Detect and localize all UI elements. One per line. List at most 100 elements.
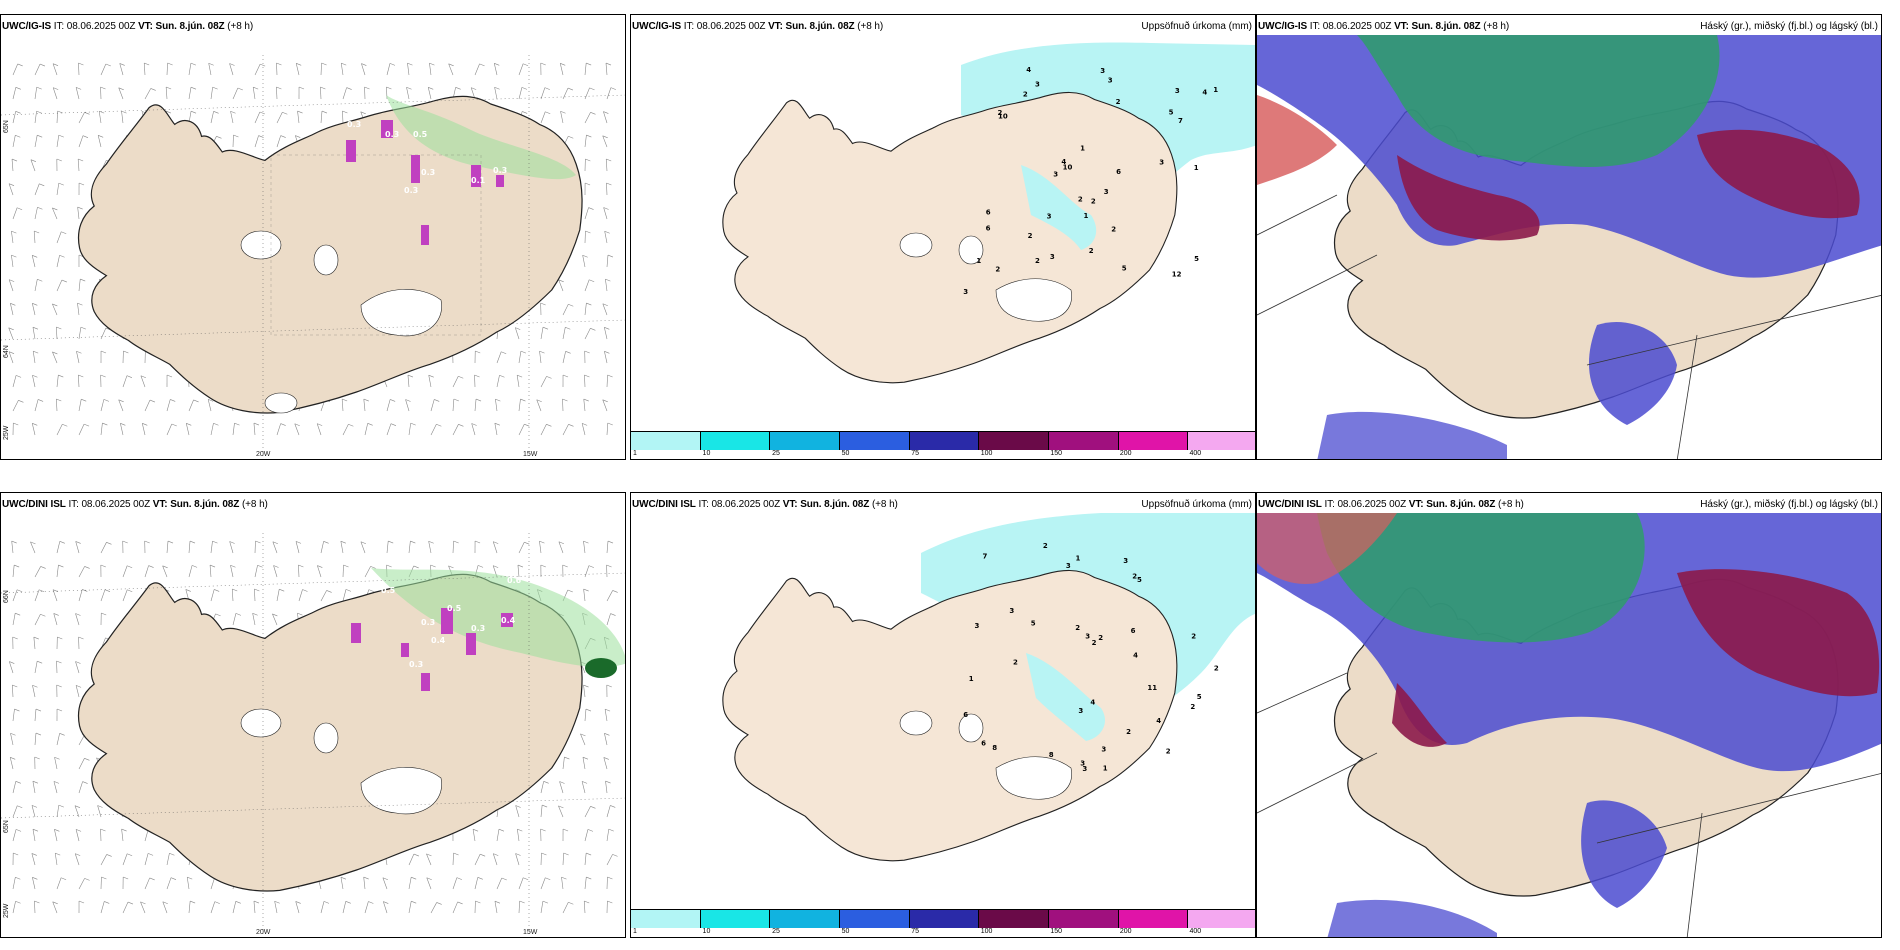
wind-barb-flag <box>562 564 568 568</box>
wind-barb-flag <box>410 540 416 544</box>
wind-barb-flag <box>216 136 222 139</box>
wind-barb <box>584 709 587 722</box>
wind-barb-flag <box>562 828 569 832</box>
wind-barb <box>188 87 192 100</box>
wind-barb <box>75 613 80 626</box>
wind-barb <box>540 877 546 890</box>
wind-barb <box>340 877 344 890</box>
wind-barb-flag <box>78 182 85 186</box>
wind-barb-flag <box>428 87 434 90</box>
wind-barb-flag <box>540 62 546 66</box>
wind-barb-flag <box>186 423 192 426</box>
wind-barb-flag <box>209 564 216 568</box>
wind-barb <box>143 63 146 76</box>
colorbar-segment <box>1118 910 1189 928</box>
wind-barb <box>12 781 17 794</box>
wind-barb-flag <box>607 374 613 378</box>
wind-barb-flag <box>39 183 45 187</box>
wind-barb-flag <box>610 613 616 616</box>
wind-barb-flag <box>453 398 459 402</box>
wind-barb-flag <box>15 781 21 784</box>
wind-barb-flag <box>279 588 285 592</box>
wind-barb-flag <box>147 853 154 856</box>
wind-barb-flag <box>32 828 39 832</box>
wind-barb-flag <box>612 590 618 593</box>
wind-barb-flag <box>60 877 67 881</box>
wind-barb <box>34 183 40 196</box>
wind-barb <box>518 87 523 100</box>
wind-barb-flag <box>602 303 608 307</box>
colorbar-label: 25 <box>772 928 780 935</box>
precip-value: 4 <box>1202 88 1207 96</box>
wind-barb-flag <box>434 399 440 402</box>
wind-barb <box>53 613 58 626</box>
wind-barb-flag <box>32 303 38 306</box>
wind-barb-flag <box>477 877 483 880</box>
wind-barb-flag <box>78 374 84 378</box>
wind-barb <box>496 829 500 842</box>
wind-barb <box>342 424 349 436</box>
wind-barb-flag <box>586 62 592 66</box>
wind-barb <box>32 327 36 340</box>
wind-barb-flag <box>542 804 548 808</box>
snow-value-label: 0.3 <box>385 130 399 139</box>
precip-value: 1 <box>976 257 981 265</box>
wind-barb-flag <box>58 374 64 378</box>
colorbar-label: 400 <box>1189 928 1202 935</box>
precip-value: 6 <box>1131 627 1136 635</box>
wind-barb-flag <box>32 423 38 426</box>
wind-barb-flag <box>586 876 592 880</box>
wind-barb-flag <box>76 350 82 354</box>
wind-barb-flag <box>32 877 38 880</box>
wind-barb <box>100 854 107 866</box>
wind-barb <box>408 877 412 890</box>
wind-barb-flag <box>276 86 282 90</box>
wind-barb-flag <box>33 350 39 354</box>
wind-barb-flag <box>568 135 574 139</box>
wind-barb-flag <box>52 901 58 905</box>
wind-barb-flag <box>13 852 19 856</box>
wind-barb <box>405 399 410 412</box>
wind-barb <box>452 877 458 890</box>
wind-barb-flag <box>30 159 37 162</box>
wind-barb-flag <box>586 134 592 138</box>
wind-barb-flag <box>317 565 323 568</box>
wind-barb <box>518 424 525 436</box>
wind-barb-flag <box>84 566 90 569</box>
wind-barb <box>34 111 37 124</box>
wind-barb <box>605 159 608 172</box>
wind-barb-flag <box>17 805 23 809</box>
wind-barb <box>78 589 83 602</box>
precip-value: 3 <box>963 288 968 296</box>
wind-barb-flag <box>31 805 38 808</box>
wind-barb <box>34 207 38 220</box>
wind-barb-flag <box>9 661 15 664</box>
lon-label: 20W <box>256 451 271 458</box>
wind-barb-flag <box>54 756 60 760</box>
wind-barb-flag <box>480 853 486 857</box>
wind-barb-flag <box>57 636 63 640</box>
wind-barb <box>144 88 151 100</box>
wind-barb-flag <box>297 110 303 114</box>
wind-barb-flag <box>78 158 84 162</box>
wind-barb-flag <box>190 900 196 904</box>
wind-barb-flag <box>169 852 175 856</box>
wind-barb <box>602 303 608 316</box>
wind-barb-flag <box>162 901 168 905</box>
wind-barb-flag <box>121 828 127 832</box>
wind-barb <box>12 877 16 890</box>
wind-barb-flag <box>494 422 500 426</box>
precip-value: 2 <box>1126 728 1131 736</box>
wind-barb-flag <box>10 303 16 306</box>
wind-barb-flag <box>272 613 278 617</box>
wind-barb-flag <box>584 350 590 354</box>
wind-barb-flag <box>589 87 595 91</box>
wind-barb-flag <box>390 399 396 402</box>
wind-barb <box>32 685 36 698</box>
wind-barb-flag <box>520 350 527 354</box>
wind-barb-flag <box>229 541 235 544</box>
wind-barb <box>364 566 371 578</box>
wind-barb <box>122 589 128 602</box>
wind-barb <box>52 207 58 220</box>
wind-barb <box>605 63 608 76</box>
